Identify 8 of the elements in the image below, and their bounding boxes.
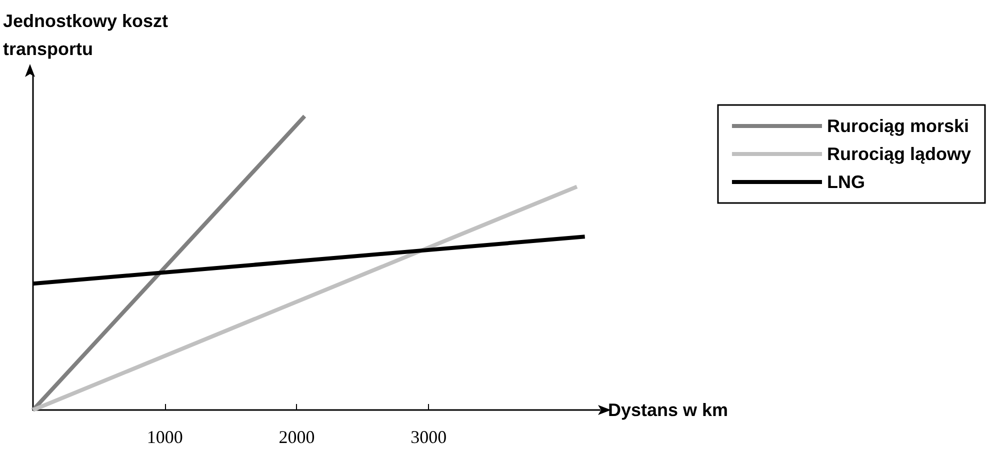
x-tick-label: 1000 <box>146 427 183 447</box>
legend-label: Rurociąg lądowy <box>826 144 972 164</box>
x-axis-title: Dystans w km <box>608 400 728 420</box>
x-tick-label: 3000 <box>410 427 447 447</box>
y-axis-title: Jednostkowy koszt transportu <box>3 11 168 59</box>
x-tick-label: 2000 <box>278 427 315 447</box>
legend-label: LNG <box>826 172 865 192</box>
legend-label: Rurociąg morski <box>826 116 970 136</box>
